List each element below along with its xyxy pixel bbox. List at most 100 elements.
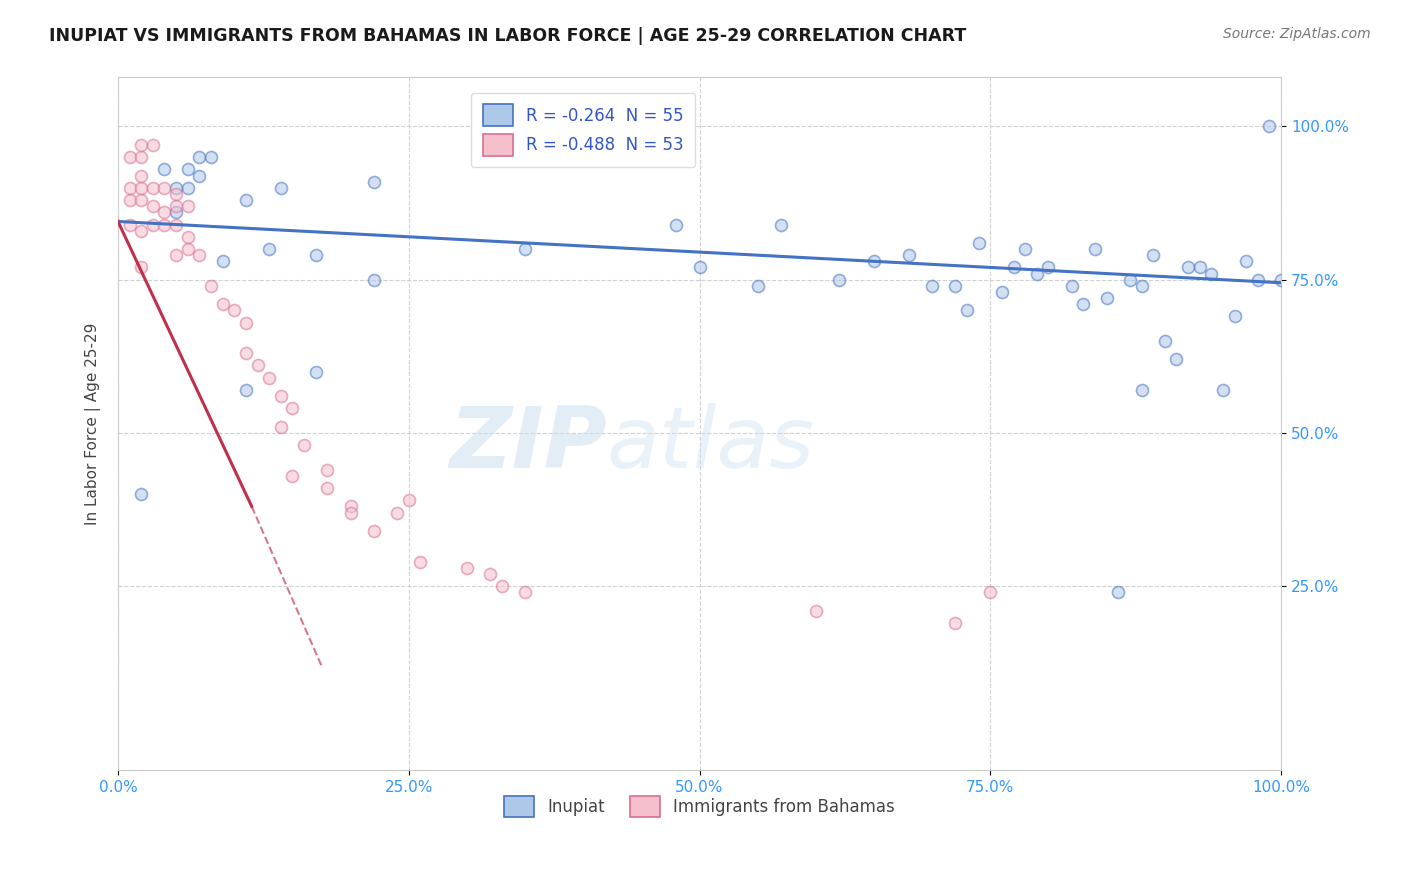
Point: [153, 180, 176, 194]
Point: [398, 493, 420, 508]
Point: [142, 137, 165, 152]
Point: [409, 555, 432, 569]
Point: [270, 180, 292, 194]
Point: [235, 193, 257, 207]
Point: [305, 248, 328, 262]
Point: [142, 199, 165, 213]
Y-axis label: In Labor Force | Age 25-29: In Labor Force | Age 25-29: [86, 323, 101, 524]
Point: [129, 169, 152, 183]
Point: [1201, 267, 1223, 281]
Point: [177, 229, 200, 244]
Point: [142, 218, 165, 232]
Point: [1060, 278, 1083, 293]
Point: [513, 242, 536, 256]
Point: [211, 297, 233, 311]
Point: [165, 205, 187, 219]
Point: [177, 199, 200, 213]
Point: [153, 218, 176, 232]
Point: [165, 186, 187, 201]
Point: [1270, 273, 1292, 287]
Point: [1223, 310, 1246, 324]
Point: [235, 346, 257, 360]
Point: [129, 224, 152, 238]
Point: [1247, 273, 1270, 287]
Point: [747, 278, 769, 293]
Text: Source: ZipAtlas.com: Source: ZipAtlas.com: [1223, 27, 1371, 41]
Point: [188, 248, 211, 262]
Point: [385, 506, 408, 520]
Point: [177, 162, 200, 177]
Point: [863, 254, 886, 268]
Point: [828, 273, 851, 287]
Point: [235, 316, 257, 330]
Point: [129, 150, 152, 164]
Point: [1258, 120, 1281, 134]
Point: [991, 285, 1014, 299]
Point: [363, 524, 385, 538]
Point: [142, 180, 165, 194]
Point: [165, 199, 187, 213]
Point: [129, 487, 152, 501]
Point: [1095, 291, 1118, 305]
Point: [188, 169, 211, 183]
Point: [246, 359, 269, 373]
Point: [224, 303, 246, 318]
Point: [270, 389, 292, 403]
Point: [177, 242, 200, 256]
Point: [118, 180, 141, 194]
Point: [1166, 352, 1188, 367]
Point: [165, 218, 187, 232]
Point: [118, 218, 141, 232]
Point: [211, 254, 233, 268]
Point: [956, 303, 979, 318]
Point: [1119, 273, 1142, 287]
Text: atlas: atlas: [606, 403, 814, 486]
Point: [257, 242, 280, 256]
Point: [118, 150, 141, 164]
Point: [513, 585, 536, 599]
Point: [129, 260, 152, 275]
Point: [129, 193, 152, 207]
Point: [665, 218, 688, 232]
Point: [1142, 248, 1164, 262]
Point: [165, 248, 187, 262]
Point: [1212, 383, 1234, 397]
Point: [153, 205, 176, 219]
Point: [1177, 260, 1199, 275]
Point: [257, 370, 280, 384]
Point: [479, 566, 502, 581]
Point: [363, 175, 385, 189]
Point: [1038, 260, 1060, 275]
Point: [921, 278, 943, 293]
Point: [1073, 297, 1095, 311]
Text: ZIP: ZIP: [449, 403, 606, 486]
Point: [1002, 260, 1025, 275]
Point: [1107, 585, 1129, 599]
Point: [1130, 383, 1153, 397]
Point: [153, 162, 176, 177]
Point: [456, 560, 478, 574]
Point: [118, 193, 141, 207]
Point: [491, 579, 513, 593]
Point: [804, 604, 827, 618]
Point: [235, 383, 257, 397]
Point: [363, 273, 385, 287]
Point: [339, 500, 361, 514]
Point: [200, 150, 222, 164]
Point: [200, 278, 222, 293]
Point: [316, 463, 339, 477]
Point: [769, 218, 792, 232]
Point: [1234, 254, 1257, 268]
Point: [1025, 267, 1047, 281]
Text: INUPIAT VS IMMIGRANTS FROM BAHAMAS IN LABOR FORCE | AGE 25-29 CORRELATION CHART: INUPIAT VS IMMIGRANTS FROM BAHAMAS IN LA…: [49, 27, 966, 45]
Point: [281, 401, 304, 416]
Point: [1188, 260, 1211, 275]
Legend: Inupiat, Immigrants from Bahamas: Inupiat, Immigrants from Bahamas: [498, 789, 901, 824]
Point: [897, 248, 920, 262]
Point: [967, 235, 990, 250]
Point: [129, 137, 152, 152]
Point: [1014, 242, 1036, 256]
Point: [305, 365, 328, 379]
Point: [129, 180, 152, 194]
Point: [339, 506, 361, 520]
